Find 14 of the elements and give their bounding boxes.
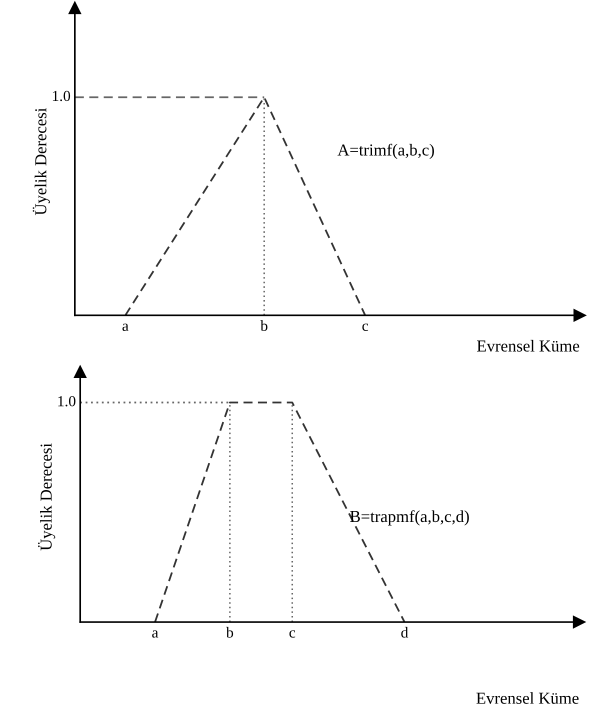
x-tick-label: b [260, 320, 268, 331]
x-tick-label: c [362, 324, 368, 331]
text: 1.0 [58, 396, 76, 406]
y-axis-title: Üyelik Derecesi [38, 443, 56, 550]
x-tick-label: a [122, 324, 129, 331]
x-tick-label: b [226, 626, 234, 638]
y-axis-title: Üyelik Derecesi [32, 108, 50, 216]
x-tick-label: c [289, 630, 296, 638]
annotation: A=trimf(a,b,c) [338, 144, 434, 159]
x-axis-title: Evrensel Küme [477, 340, 580, 352]
x-tick-label: a [152, 630, 158, 638]
x-tick-label: d [401, 626, 408, 638]
x-axis-title: Evrensel Küme [476, 692, 579, 704]
text: 1.0 [52, 90, 70, 102]
